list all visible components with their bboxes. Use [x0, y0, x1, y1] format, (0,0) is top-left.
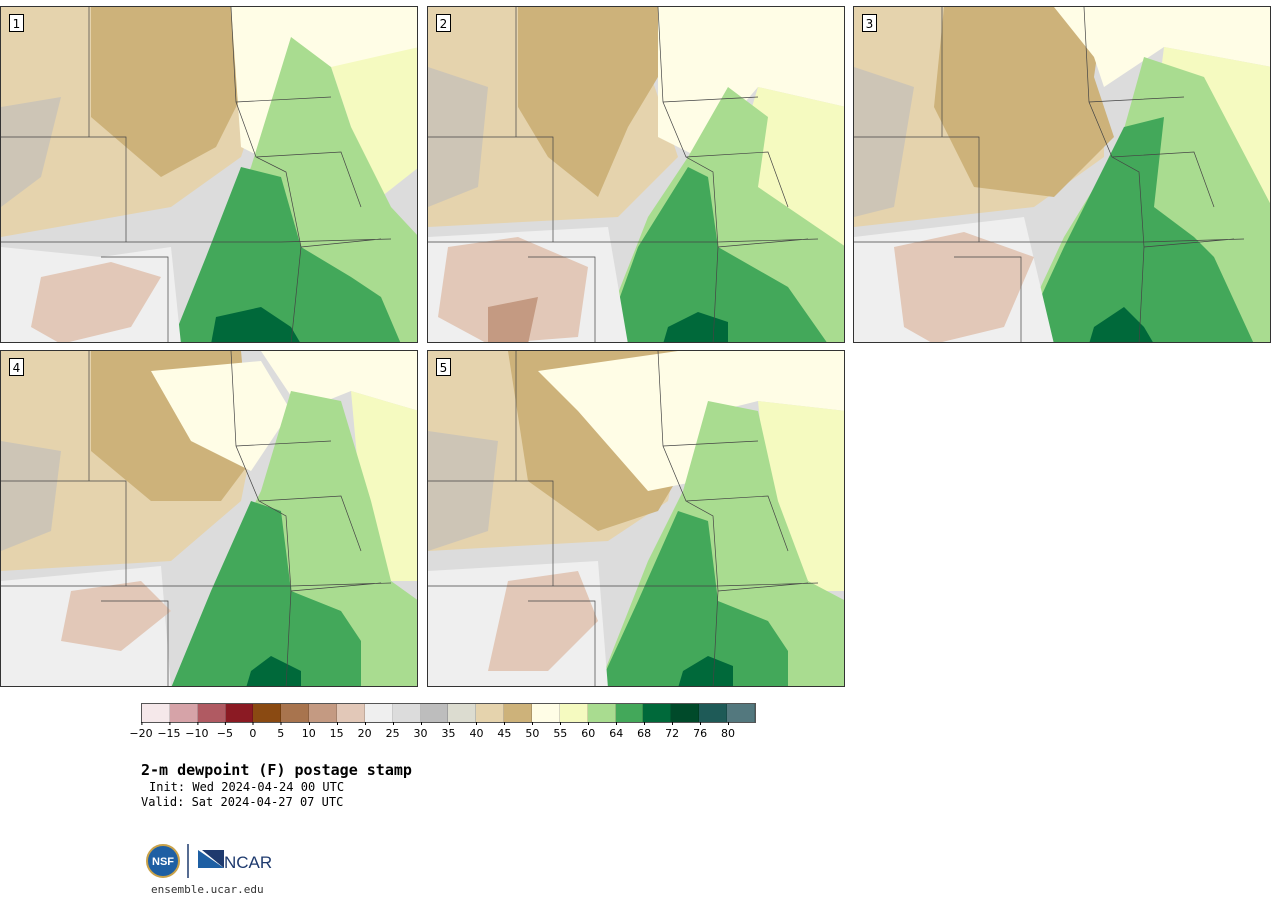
colorbar-tick: 50 — [525, 722, 539, 740]
site-url[interactable]: ensemble.ucar.edu — [151, 883, 264, 896]
colorbar-swatch — [587, 704, 616, 722]
colorbar-swatch — [559, 704, 588, 722]
colorbar-swatch — [253, 704, 282, 722]
colorbar-tick: 64 — [609, 722, 623, 740]
map-4 — [1, 351, 417, 686]
colorbar-swatch — [615, 704, 644, 722]
colorbar-tick: 60 — [581, 722, 595, 740]
ncar-logo-text: NCAR — [224, 853, 272, 872]
colorbar-tick: 80 — [721, 722, 735, 740]
map-panel-5[interactable]: 5 — [427, 350, 845, 687]
colorbar-ticks: −20 −15 −10 −5 0 5 10 15 20 25 30 35 40 45 50 55 60 64 68 7… — [129, 722, 756, 744]
panel-label: 3 — [862, 14, 877, 32]
chart-title: 2-m dewpoint (F) postage stamp — [141, 761, 412, 779]
colorbar-swatch — [476, 704, 505, 722]
colorbar-swatch — [671, 704, 700, 722]
colorbar-tick: 45 — [497, 722, 511, 740]
map-panel-3[interactable]: 3 — [853, 6, 1271, 343]
map-1 — [1, 7, 417, 342]
map-panel-4[interactable]: 4 — [0, 350, 418, 687]
nsf-ncar-logo: NSF NCAR — [146, 844, 272, 878]
colorbar-tick: 40 — [469, 722, 483, 740]
colorbar-tick: 76 — [693, 722, 707, 740]
panel-label: 2 — [436, 14, 451, 32]
colorbar-tick: −15 — [157, 722, 181, 740]
init-time: Init: Wed 2024-04-24 00 UTC — [149, 780, 345, 794]
colorbar-swatch — [281, 704, 310, 722]
colorbar-swatch — [392, 704, 421, 722]
colorbar-swatch — [727, 704, 755, 722]
colorbar-tick: 15 — [330, 722, 344, 740]
colorbar-swatch — [309, 704, 338, 722]
map-3 — [854, 7, 1270, 342]
colorbar-swatch — [448, 704, 477, 722]
panel-label: 4 — [9, 358, 24, 376]
colorbar — [141, 703, 756, 723]
colorbar-swatch — [337, 704, 365, 722]
colorbar-swatch — [420, 704, 449, 722]
colorbar-tick: 72 — [665, 722, 679, 740]
map-2 — [428, 7, 844, 342]
logos: NSF NCAR — [144, 842, 274, 882]
map-panel-2[interactable]: 2 — [427, 6, 845, 343]
colorbar-tick: 20 — [358, 722, 372, 740]
colorbar-swatch — [142, 704, 170, 722]
colorbar-swatch — [197, 704, 226, 722]
colorbar-swatch — [643, 704, 672, 722]
nsf-logo-text: NSF — [152, 856, 174, 868]
colorbar-swatch — [169, 704, 198, 722]
colorbar-tick: −20 — [129, 722, 153, 740]
colorbar-swatch — [364, 704, 393, 722]
valid-time: Valid: Sat 2024-04-27 07 UTC — [141, 795, 344, 809]
map-panel-1[interactable]: 1 — [0, 6, 418, 343]
colorbar-tick: 25 — [386, 722, 400, 740]
colorbar-tick: 5 — [277, 722, 284, 740]
colorbar-swatch — [699, 704, 728, 722]
colorbar-swatch — [532, 704, 560, 722]
colorbar-tick: −5 — [217, 722, 233, 740]
colorbar-tick: 35 — [442, 722, 456, 740]
colorbar-tick: 68 — [637, 722, 651, 740]
colorbar-swatch — [504, 704, 533, 722]
colorbar-tick: 0 — [249, 722, 256, 740]
panel-label: 5 — [436, 358, 451, 376]
colorbar-tick: 30 — [414, 722, 428, 740]
colorbar-swatch — [225, 704, 254, 722]
colorbar-tick: 55 — [553, 722, 567, 740]
map-5 — [428, 351, 844, 686]
colorbar-tick: 10 — [302, 722, 316, 740]
panel-label: 1 — [9, 14, 24, 32]
colorbar-tick: −10 — [185, 722, 209, 740]
